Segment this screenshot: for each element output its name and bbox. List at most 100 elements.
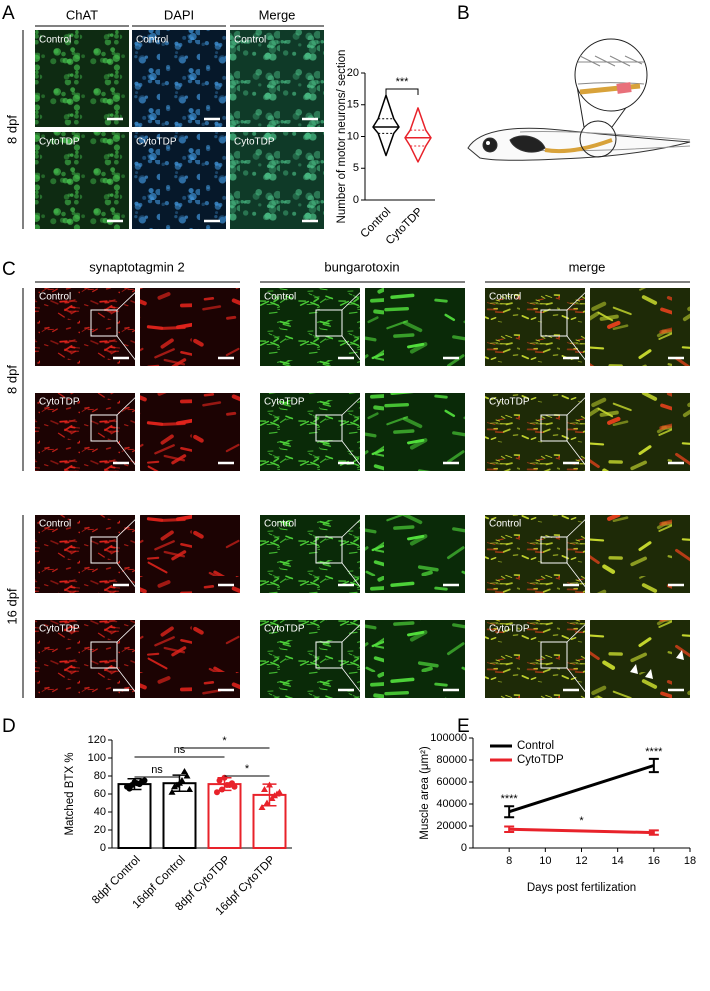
column-header: bungarotoxin (324, 259, 399, 274)
image-label: Control (39, 519, 71, 530)
bar (207, 783, 242, 849)
row-label: 16 dpf (4, 588, 19, 625)
data-point (231, 783, 238, 790)
data-line (508, 764, 655, 814)
column-header: merge (569, 259, 606, 274)
micrograph (590, 288, 690, 366)
column-header: DAPI (164, 7, 194, 22)
y-tick-label: 100000 (430, 732, 467, 744)
micrograph (132, 30, 226, 127)
x-tick-label: 12 (575, 855, 587, 867)
y-axis-label: Muscle area (μm²) (419, 746, 431, 840)
micrograph (365, 620, 465, 698)
x-tick-label: 8 (506, 855, 512, 867)
inset-box (315, 536, 343, 564)
zoom-line (116, 514, 141, 538)
zoom-line (341, 667, 366, 699)
x-tick-label: 14 (612, 855, 624, 867)
micrograph (485, 515, 585, 593)
data-line (509, 827, 654, 835)
zoom-line (341, 514, 366, 538)
inset-box (540, 414, 568, 442)
y-tick-label: 120 (88, 734, 106, 746)
zoom-line (566, 514, 591, 538)
arrowhead (645, 669, 653, 679)
image-label: CytoTDP (234, 137, 275, 148)
zoom-line (566, 287, 591, 311)
zoom-line (341, 287, 366, 311)
y-tick-label: 20 (347, 67, 359, 79)
error-bar (648, 829, 659, 836)
data-point (226, 782, 233, 788)
inset-box (90, 536, 118, 564)
y-tick-label: 40000 (436, 798, 467, 810)
panel-label: D (2, 716, 16, 737)
y-axis-label: Matched BTX % (64, 752, 76, 835)
zoom-line (566, 562, 591, 594)
column-header: ChAT (66, 7, 98, 22)
y-tick-label: 10 (347, 130, 359, 142)
zoom-line (566, 619, 591, 643)
panel-label: E (457, 716, 470, 737)
micrograph (35, 288, 135, 366)
significance-label: **** (501, 793, 519, 805)
zoom-line (341, 392, 366, 416)
micrograph (35, 393, 135, 471)
image-label: CytoTDP (39, 137, 80, 148)
micrograph (140, 288, 240, 366)
y-tick-label: 15 (347, 99, 359, 111)
data-point (261, 786, 268, 792)
significance-bracket (385, 88, 419, 95)
image-label: CytoTDP (489, 397, 530, 408)
micrograph (35, 620, 135, 698)
arrowhead (676, 650, 684, 660)
row-label: 8 dpf (4, 115, 19, 144)
micrograph (35, 132, 129, 229)
image-label: Control (264, 519, 296, 530)
data-point (181, 768, 188, 774)
image-label: Control (264, 292, 296, 303)
micrograph (365, 393, 465, 471)
fish-schematic (467, 38, 691, 161)
micrograph (485, 288, 585, 366)
inset-box (315, 641, 343, 669)
image-label: CytoTDP (489, 624, 530, 635)
x-tick-label: 10 (539, 855, 551, 867)
image-label: CytoTDP (136, 137, 177, 148)
significance-label: * (579, 815, 584, 827)
y-tick-label: 5 (353, 162, 359, 174)
y-tick-label: 80 (94, 770, 106, 782)
data-point (258, 804, 266, 810)
zoom-line (566, 392, 591, 416)
micrograph (260, 288, 360, 366)
panel-label: B (457, 3, 470, 24)
legend-label: Control (517, 740, 554, 752)
image-label: Control (489, 519, 521, 530)
data-point (219, 786, 225, 793)
micrograph (140, 620, 240, 698)
inset-box (90, 414, 118, 442)
data-point (168, 788, 176, 795)
significance-label: ns (151, 764, 163, 776)
inset-box (90, 309, 118, 337)
micrograph (230, 30, 324, 127)
data-point (126, 785, 133, 792)
significance-label: * (245, 763, 250, 775)
y-tick-label: 80000 (436, 754, 467, 766)
image-label: Control (234, 35, 266, 46)
bar (117, 783, 152, 849)
column-header: synaptotagmin 2 (89, 259, 184, 274)
micrograph (260, 393, 360, 471)
micrograph (260, 515, 360, 593)
zoom-line (116, 335, 141, 367)
inset-box (540, 309, 568, 337)
zoom-line (341, 335, 366, 367)
y-tick-label: 20000 (436, 820, 467, 832)
data-point (276, 788, 283, 795)
legend-label: CytoTDP (517, 754, 564, 766)
micrograph (485, 620, 585, 698)
zoom-line (116, 562, 141, 594)
image-label: Control (136, 35, 168, 46)
panel-label: A (2, 3, 15, 24)
